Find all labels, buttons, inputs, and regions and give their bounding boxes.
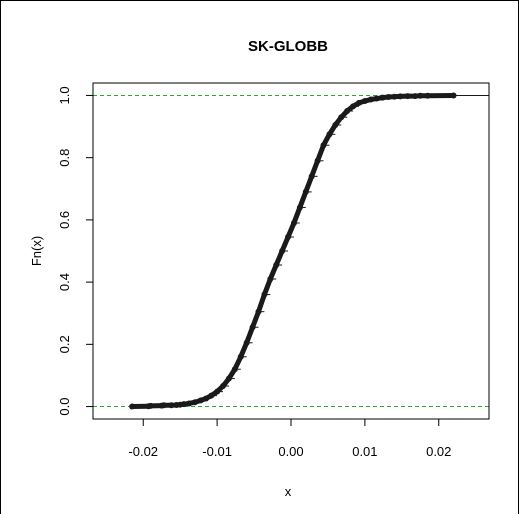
data-point (214, 388, 221, 395)
y-tick-label: 0.4 (57, 273, 72, 291)
frame-border-top (0, 0, 519, 1)
x-tick-label: -0.01 (202, 444, 232, 459)
data-point (326, 131, 333, 138)
x-tick-label: -0.02 (128, 444, 158, 459)
data-point (243, 339, 250, 346)
data-point (255, 308, 262, 315)
data-point (225, 375, 232, 382)
data-point (267, 276, 274, 282)
data-point (417, 92, 424, 99)
data-point (191, 399, 198, 406)
x-tick-label: 0.01 (352, 444, 377, 459)
y-axis: 0.0 0.2 0.4 0.6 0.8 1.0 (57, 86, 94, 416)
data-point (308, 173, 315, 180)
data-point (273, 262, 280, 268)
data-point (261, 291, 268, 298)
data-point (344, 108, 351, 114)
curve-segment (255, 292, 267, 315)
data-point (367, 96, 374, 103)
data-point (249, 324, 256, 331)
chart-title: SK-GLOBB (248, 38, 328, 55)
x-tick-label: 0.00 (278, 444, 303, 459)
data-point (208, 392, 215, 399)
data-point (168, 402, 175, 409)
frame-border-left (0, 0, 1, 514)
data-point (350, 103, 357, 110)
x-axis-label: x (285, 484, 292, 499)
data-point (424, 92, 431, 99)
data-point (296, 204, 303, 211)
data-point (237, 353, 244, 360)
y-tick-label: 0.2 (57, 335, 72, 353)
data-point (332, 122, 339, 128)
data-point (160, 402, 167, 409)
y-axis-label: Fn(x) (29, 236, 44, 266)
data-point (186, 400, 193, 407)
data-point (180, 401, 187, 408)
plot-area-border (92, 82, 490, 420)
reference-lines (93, 94, 489, 408)
data-point (314, 157, 321, 164)
data-point (203, 395, 210, 402)
data-point (129, 403, 136, 410)
x-tick-label: 0.02 (426, 444, 451, 459)
data-points (129, 92, 489, 410)
data-point (285, 234, 292, 240)
y-tick-label: 0.8 (57, 149, 72, 167)
data-point (397, 93, 404, 100)
data-point (320, 142, 327, 149)
x-axis: -0.02 -0.01 0.00 0.01 0.02 (128, 418, 451, 459)
data-point (373, 95, 380, 102)
data-point (197, 397, 204, 404)
data-point (147, 402, 154, 409)
data-point (279, 248, 286, 254)
y-tick-label: 1.0 (57, 86, 72, 104)
data-point (450, 92, 457, 99)
data-point (404, 93, 411, 100)
data-point (338, 114, 345, 121)
data-point (412, 93, 419, 100)
data-point (379, 94, 386, 101)
y-tick-label: 0.0 (57, 398, 72, 416)
data-point (290, 220, 297, 226)
data-point (385, 94, 392, 100)
data-point (361, 98, 368, 105)
y-tick-label: 0.6 (57, 211, 72, 229)
data-point (355, 99, 362, 106)
data-point (231, 366, 238, 373)
data-point (391, 93, 398, 100)
data-point (302, 188, 309, 195)
data-point (220, 383, 227, 390)
